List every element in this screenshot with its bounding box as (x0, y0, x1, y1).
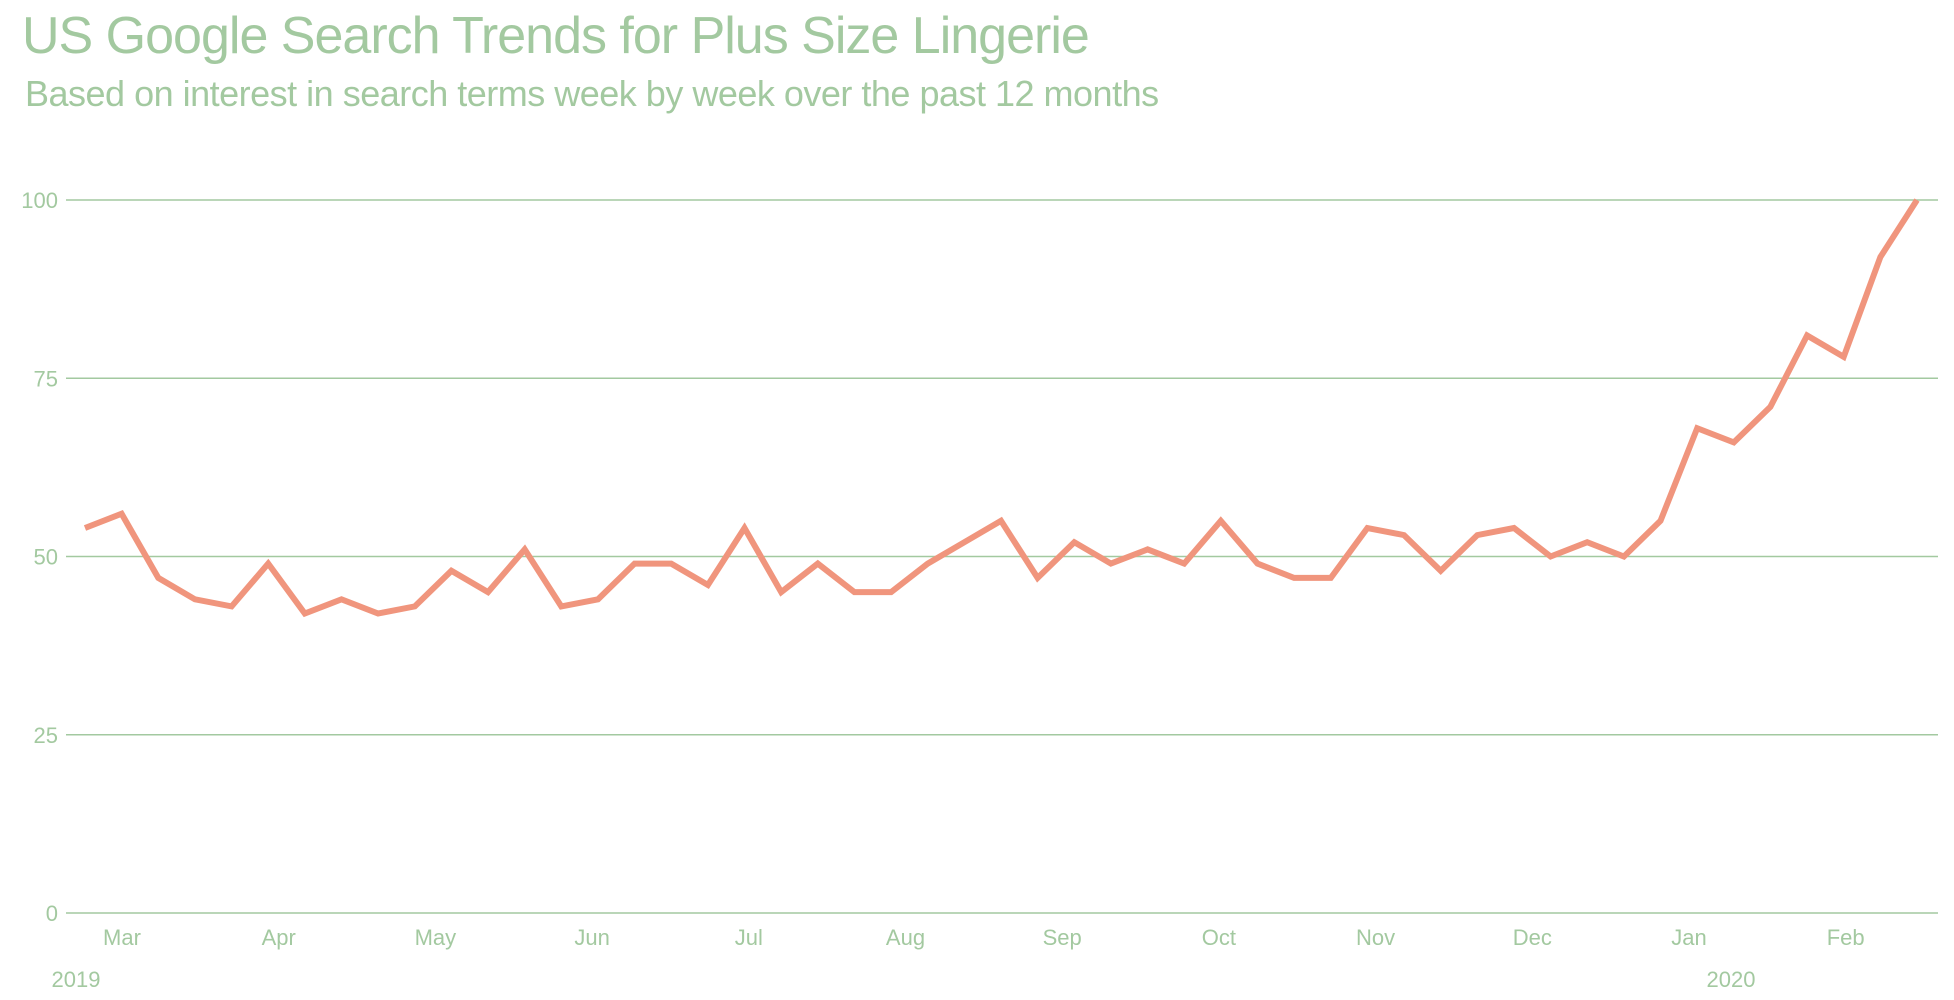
y-tick-label-0: 0 (46, 901, 58, 926)
x-tick-label-jun: Jun (574, 925, 609, 950)
y-tick-label-75: 75 (34, 366, 58, 391)
x-tick-label-sep: Sep (1043, 925, 1082, 950)
x-tick-label-may: May (415, 925, 457, 950)
series-line-0 (83, 198, 1920, 618)
x-year-label-2020: 2020 (1707, 967, 1756, 992)
chart-subtitle: Based on interest in search terms week b… (25, 73, 1159, 114)
x-tick-label-feb: Feb (1827, 925, 1865, 950)
y-axis-ticks: 0 25 50 75 100 (21, 188, 58, 926)
x-tick-label-nov: Nov (1356, 925, 1395, 950)
x-tick-label-oct: Oct (1202, 925, 1236, 950)
x-year-label-2019: 2019 (52, 967, 101, 992)
x-tick-label-dec: Dec (1513, 925, 1552, 950)
x-tick-label-jul: Jul (735, 925, 763, 950)
x-tick-label-jan: Jan (1671, 925, 1706, 950)
x-tick-label-apr: Apr (262, 925, 296, 950)
x-tick-label-mar: Mar (103, 925, 141, 950)
y-tick-label-100: 100 (21, 188, 58, 213)
gridlines (66, 199, 1938, 914)
chart-title: US Google Search Trends for Plus Size Li… (22, 7, 1090, 65)
y-tick-label-25: 25 (34, 723, 58, 748)
x-axis-ticks: Mar Apr May Jun Jul Aug Sep Oct Nov Dec Jan Feb 2019… (52, 925, 1865, 992)
series-layer (83, 198, 1920, 618)
x-tick-label-aug: Aug (886, 925, 925, 950)
y-tick-label-50: 50 (34, 545, 58, 570)
